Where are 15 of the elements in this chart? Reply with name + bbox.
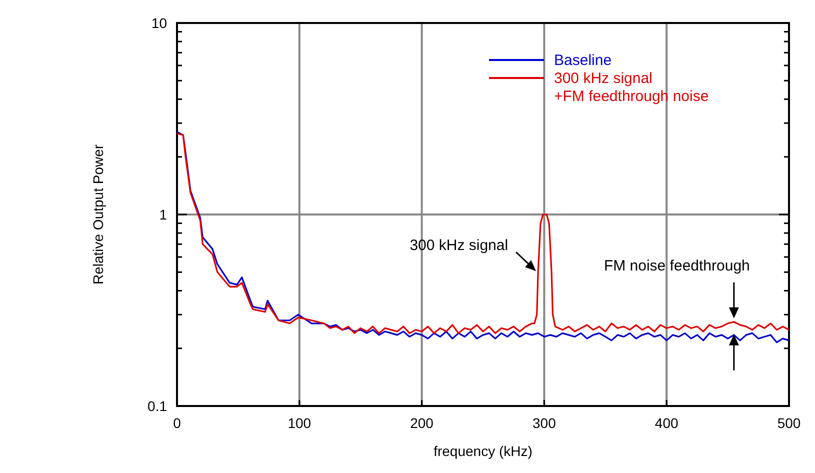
legend-label: Baseline: [554, 52, 612, 69]
y-tick-label: 0.1: [148, 398, 168, 414]
y-tick-label: 10: [151, 15, 168, 31]
x-tick-label: 0: [173, 415, 182, 431]
x-tick-label: 400: [654, 415, 678, 431]
annotation: FM noise feedthrough: [604, 257, 750, 274]
y-tick-label: 1: [159, 206, 168, 222]
y-axis-title: Relative Output Power: [90, 144, 106, 285]
annotation: 300 kHz signal: [410, 237, 508, 254]
legend-label: 300 kHz signal +FM feedthrough noise: [554, 70, 709, 105]
x-tick-label: 100: [288, 415, 312, 431]
x-tick-label: 200: [410, 415, 434, 431]
x-tick-label: 500: [777, 415, 801, 431]
x-axis-title: frequency (kHz): [434, 443, 532, 459]
x-tick-label: 300: [532, 415, 556, 431]
